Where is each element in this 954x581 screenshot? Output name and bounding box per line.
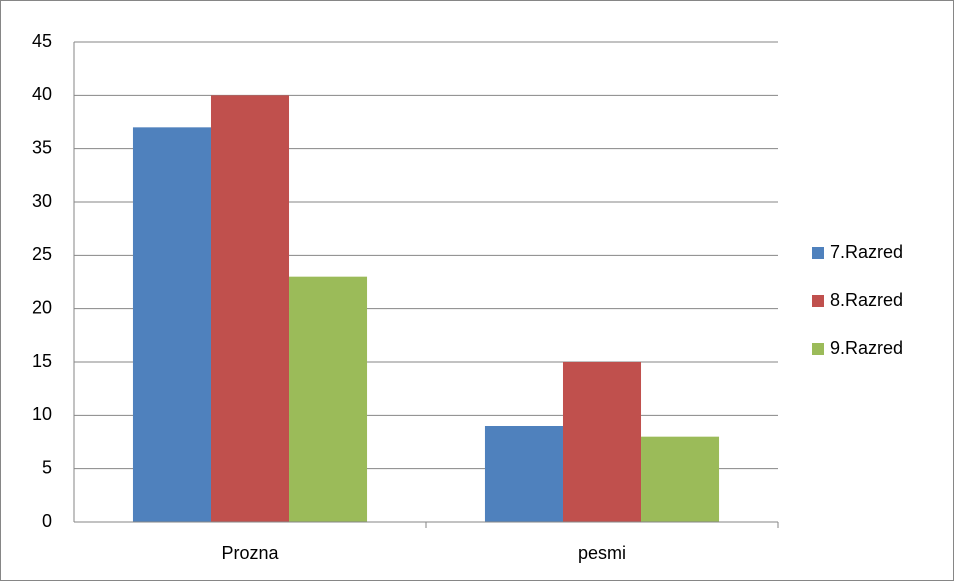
y-tick-label: 15 — [32, 351, 52, 371]
x-tick-label: pesmi — [578, 543, 626, 563]
bar — [484, 426, 563, 522]
legend-label: 8.Razred — [830, 290, 903, 310]
bar — [562, 362, 642, 522]
legend-swatch — [812, 343, 824, 355]
y-tick-label: 25 — [32, 244, 52, 264]
legend-swatch — [812, 295, 824, 307]
y-tick-label: 0 — [42, 511, 52, 531]
legend-label: 9.Razred — [830, 338, 903, 358]
y-tick-label: 45 — [32, 31, 52, 51]
bar — [641, 436, 720, 522]
x-tick-label: Prozna — [221, 543, 279, 563]
y-tick-label: 40 — [32, 84, 52, 104]
legend-label: 7.Razred — [830, 242, 903, 262]
y-tick-label: 35 — [32, 137, 52, 157]
y-tick-label: 10 — [32, 404, 52, 424]
y-tick-label: 20 — [32, 297, 52, 317]
y-tick-label: 30 — [32, 191, 52, 211]
y-tick-label: 5 — [42, 457, 52, 477]
bar — [132, 127, 211, 522]
bar — [210, 95, 290, 522]
legend-swatch — [812, 247, 824, 259]
bar — [289, 276, 368, 522]
